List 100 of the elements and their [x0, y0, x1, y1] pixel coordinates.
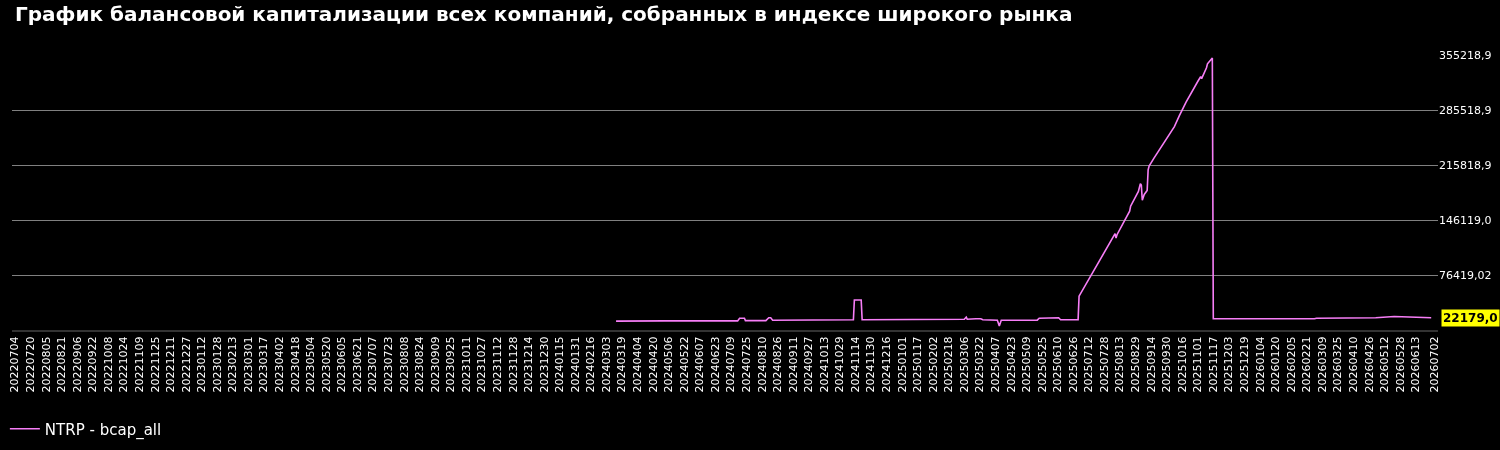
x-tick-label: 20260205 — [1284, 336, 1298, 393]
x-tick-label: 20220805 — [39, 336, 53, 393]
x-tick-label: 20230301 — [241, 336, 255, 393]
x-tick-label: 20240607 — [693, 336, 707, 393]
x-tick-label: 20221008 — [101, 336, 115, 393]
x-tick-label: 20241216 — [880, 336, 894, 393]
x-tick-label: 20250407 — [988, 336, 1002, 393]
x-tick-label: 20240506 — [662, 336, 676, 393]
x-tick-label: 20231112 — [490, 336, 504, 393]
x-tick-label: 20230213 — [226, 336, 240, 393]
x-tick-label: 20250218 — [942, 336, 956, 393]
x-tick-label: 20231230 — [537, 336, 551, 393]
x-tick-label: 20220906 — [70, 336, 84, 393]
x-tick-label: 20250117 — [911, 336, 925, 393]
x-tick-label: 20260528 — [1393, 336, 1407, 393]
x-tick-label: 20240115 — [553, 336, 567, 393]
y-tick-label: 146119,0 — [1439, 213, 1492, 227]
x-tick-label: 20260104 — [1253, 336, 1267, 393]
x-tick-label: 20260512 — [1378, 336, 1392, 393]
x-tick-label: 20250322 — [973, 336, 987, 393]
x-tick-label: 20251101 — [1191, 336, 1205, 393]
x-tick-label: 20220922 — [86, 336, 100, 393]
x-tick-label: 20230605 — [335, 336, 349, 393]
x-tick-label: 20231214 — [522, 336, 536, 393]
x-tick-label: 20220821 — [55, 336, 69, 393]
x-tick-label: 20230402 — [273, 336, 287, 393]
x-tick-label: 20230317 — [257, 336, 271, 393]
x-tick-label: 20230504 — [304, 336, 318, 393]
x-tick-label: 20240216 — [584, 336, 598, 393]
x-tick-label: 20260120 — [1269, 336, 1283, 393]
x-tick-label: 20240911 — [786, 336, 800, 393]
line-series — [615, 57, 1432, 327]
chart-title: График балансовой капитализации всех компаний, собранных в индексе широкого рынка — [15, 1, 1073, 26]
x-tick-label: 20260325 — [1331, 336, 1345, 393]
x-tick-label: 20251016 — [1175, 336, 1189, 393]
x-tick-label: 20230707 — [366, 336, 380, 393]
x-tick-label: 20231128 — [506, 336, 520, 393]
x-tick-label: 20230112 — [195, 336, 209, 393]
x-tick-label: 20230520 — [319, 336, 333, 393]
x-tick-label: 20240725 — [739, 336, 753, 393]
x-tick-label: 20240404 — [631, 336, 645, 393]
x-tick-label: 20250610 — [1051, 336, 1065, 393]
x-tick-label: 20240826 — [771, 336, 785, 393]
annotation: 22179,0 — [1443, 311, 1498, 325]
x-tick-label: 20240709 — [724, 336, 738, 393]
y-tick-label: 215818,9 — [1439, 158, 1492, 172]
x-tick-label: 20230128 — [210, 336, 224, 393]
x-tick-label: 20240303 — [599, 336, 613, 393]
x-tick-label: 20250423 — [1004, 336, 1018, 393]
x-tick-label: 20241013 — [817, 336, 831, 393]
x-tick-label: 20250914 — [1144, 336, 1158, 393]
x-tick-label: 20230418 — [288, 336, 302, 393]
y-tick-label: 76419,02 — [1439, 268, 1492, 282]
x-tick-label: 20250509 — [1020, 336, 1034, 393]
x-tick-label: 20221211 — [164, 336, 178, 393]
x-tick-label: 20250728 — [1097, 336, 1111, 393]
x-tick-label: 20250525 — [1035, 336, 1049, 393]
x-tick-label: 20240420 — [646, 336, 660, 393]
x-tick-label: 20231011 — [459, 336, 473, 393]
x-tick-label: 20260309 — [1315, 336, 1329, 393]
x-tick-label: 20250101 — [895, 336, 909, 393]
x-tick-label: 20250306 — [957, 336, 971, 393]
x-tick-label: 20241130 — [864, 336, 878, 393]
x-tick-label: 20250829 — [1129, 336, 1143, 393]
x-tick-label: 20230808 — [397, 336, 411, 393]
x-tick-label: 20240810 — [755, 336, 769, 393]
x-tick-label: 20221227 — [179, 336, 193, 393]
x-tick-label: 20240927 — [802, 336, 816, 393]
x-tick-label: 20251203 — [1222, 336, 1236, 393]
x-tick-label: 20241114 — [848, 336, 862, 393]
x-tick-label: 20230824 — [413, 336, 427, 393]
y-tick-label: 285518,9 — [1439, 103, 1492, 117]
x-tick-label: 20240131 — [568, 336, 582, 393]
legend-label: NTRP - bcap_all — [44, 420, 162, 440]
x-tick-label: 20250930 — [1160, 336, 1174, 393]
x-tick-label: 20250813 — [1113, 336, 1127, 393]
x-tick-label: 20221125 — [148, 336, 162, 393]
x-tick-label: 20251219 — [1238, 336, 1252, 393]
x-tick-label: 20250712 — [1082, 336, 1096, 393]
x-tick-label: 20260426 — [1362, 336, 1376, 393]
x-tick-label: 20231027 — [475, 336, 489, 393]
x-tick-label: 20240623 — [708, 336, 722, 393]
x-tick-label: 20250626 — [1066, 336, 1080, 393]
x-tick-label: 20221024 — [117, 336, 131, 393]
x-tick-label: 20241029 — [833, 336, 847, 393]
x-tick-label: 20240319 — [615, 336, 629, 393]
x-tick-label: 20251117 — [1206, 336, 1220, 393]
x-tick-label: 20221109 — [133, 336, 146, 393]
x-tick-label: 20220720 — [24, 336, 38, 393]
x-tick-label: 20220704 — [8, 336, 22, 393]
x-tick-label: 20260410 — [1346, 336, 1360, 393]
x-tick-label: 20240522 — [677, 336, 691, 393]
x-tick-label: 20260702 — [1427, 336, 1441, 393]
x-tick-label: 20260613 — [1409, 336, 1423, 393]
x-tick-label: 20230909 — [428, 336, 442, 393]
x-tick-label: 20260221 — [1300, 336, 1314, 393]
y-tick-label: 355218,9 — [1439, 48, 1492, 62]
x-tick-label: 20230621 — [350, 336, 364, 393]
x-tick-label: 20230925 — [444, 336, 458, 393]
x-tick-label: 20250202 — [926, 336, 940, 393]
